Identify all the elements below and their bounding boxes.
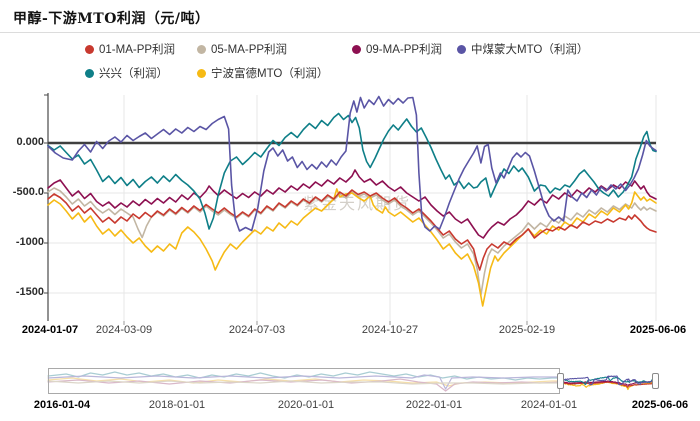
series-line-09-MA-PP利润 [47,169,657,239]
datazoom-overview-line [47,380,562,385]
legend-marker-icon [457,44,466,54]
datazoom-label: 2025-06-06 [631,399,689,411]
legend-label: 兴兴（利润） [99,68,168,80]
datazoom-label: 2022-01-01 [405,399,463,411]
legend-item-中煤蒙大MTO（利润）[interactable]: 中煤蒙大MTO（利润） [457,41,588,57]
legend-label: 05-MA-PP利润 [211,44,288,56]
legend-item-宁波富德MTO（利润）[interactable]: 宁波富德MTO（利润） [197,65,328,81]
series-line-兴兴（利润） [47,112,657,230]
y-axis-label: 0.000 [16,136,44,148]
datazoom-overview-line [47,374,562,390]
datazoom-label: 2024-01-01 [520,399,578,411]
title-divider [0,32,700,33]
legend-item-05-MA-PP利润[interactable]: 05-MA-PP利润 [197,41,287,57]
series-line-05-MA-PP利润 [47,187,657,296]
legend-item-兴兴（利润）[interactable]: 兴兴（利润） [85,65,168,81]
legend-label: 宁波富德MTO（利润） [211,68,329,80]
chart-title: 甲醇-下游MTO利润（元/吨） [13,11,210,27]
legend-marker-icon [197,44,206,54]
datazoom-left-handle[interactable] [556,373,564,389]
legend-marker-icon [85,44,94,54]
x-axis-label: 2024-10-27 [361,324,419,336]
y-axis-label: -1000 [15,236,44,248]
x-axis-label: 2025-06-06 [629,324,687,336]
legend-marker-icon [197,68,206,78]
legend-marker-icon [85,68,94,78]
x-axis-label: 2024-07-03 [228,324,286,336]
x-axis-label: 2024-03-09 [95,324,153,336]
legend-item-01-MA-PP利润[interactable]: 01-MA-PP利润 [85,41,175,57]
datazoom-label: 2020-01-01 [277,399,335,411]
y-axis-label: -1500 [15,286,44,298]
datazoom-label: 2018-01-01 [148,399,206,411]
datazoom-selected-line-01-MA-PP利润 [559,381,656,388]
datazoom-selected-line-中煤蒙大MTO（利润） [559,375,656,386]
series-line-01-MA-PP利润 [47,189,657,271]
legend-label: 中煤蒙大MTO（利润） [471,44,589,56]
x-axis-label: 2024-01-07 [21,324,79,336]
x-axis-label: 2025-02-19 [498,324,556,336]
legend-marker-icon [352,44,361,54]
series-line-中煤蒙大MTO（利润） [47,95,657,232]
datazoom-label: 2016-01-04 [33,399,91,411]
datazoom-unselected-region[interactable] [48,368,560,394]
y-axis-label: -500.0 [12,186,44,198]
legend-label: 01-MA-PP利润 [99,44,176,56]
legend-item-09-MA-PP利润[interactable]: 09-MA-PP利润 [352,41,442,57]
series-line-宁波富德MTO（利润） [47,188,657,307]
datazoom-right-handle[interactable] [651,373,659,389]
legend-label: 09-MA-PP利润 [366,44,443,56]
